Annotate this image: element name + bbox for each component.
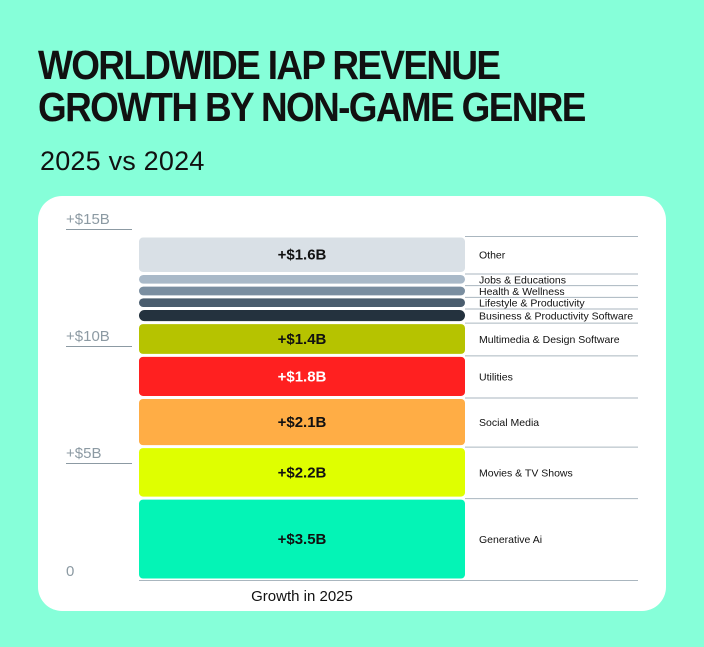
bar-segment [139, 356, 465, 396]
chart-title: WORLDWIDE IAP REVENUE GROWTH BY NON-GAME… [38, 42, 586, 130]
chart-subtitle: 2025 vs 2024 [40, 146, 205, 176]
segment-value-label: +$2.2B [278, 464, 327, 481]
bar-segment [139, 237, 465, 272]
legend-label: Social Media [479, 417, 539, 429]
legend-label: Movies & TV Shows [479, 467, 573, 479]
segment-value-label: +$1.4B [278, 331, 327, 348]
title-line-2: GROWTH BY NON-GAME GENRE [38, 84, 586, 130]
y-tick-label: +$10B [66, 328, 110, 345]
bar-segment [139, 398, 465, 446]
legend-label: Generative Ai [479, 534, 542, 546]
x-axis-label: Growth in 2025 [251, 588, 353, 605]
legend-label: Multimedia & Design Software [479, 334, 620, 346]
chart-card: 0 +$5B +$10B +$15B +$3.5B Generative Ai +$2.2B… [38, 196, 666, 611]
bar-segment [139, 499, 465, 579]
y-tick-label: +$15B [66, 211, 110, 228]
legend-label: Lifestyle & Productivity [479, 298, 585, 310]
segment-value-label: +$1.6B [278, 247, 327, 264]
legend-label: Other [479, 250, 506, 262]
legend-label: Business & Productivity Software [479, 311, 633, 323]
segment-value-label: +$2.1B [278, 414, 327, 431]
bar-segment [139, 298, 465, 308]
bar-segment [139, 310, 465, 322]
segment-value-label: +$3.5B [278, 531, 327, 548]
bar-segment [139, 274, 465, 284]
stacked-bar-chart: 0 +$5B +$10B +$15B +$3.5B Generative Ai +$2.2B… [66, 211, 638, 605]
bar-segment [139, 448, 465, 497]
title-line-1: WORLDWIDE IAP REVENUE [38, 42, 501, 88]
bar-segment [139, 286, 465, 296]
bar-segment [139, 324, 465, 354]
y-tick-label: +$5B [66, 445, 101, 462]
segment-value-label: +$1.8B [278, 368, 327, 385]
legend-label: Health & Wellness [479, 286, 565, 298]
legend-label: Jobs & Educations [479, 274, 566, 286]
legend-label: Utilities [479, 371, 513, 383]
y-tick-label: 0 [66, 563, 74, 580]
